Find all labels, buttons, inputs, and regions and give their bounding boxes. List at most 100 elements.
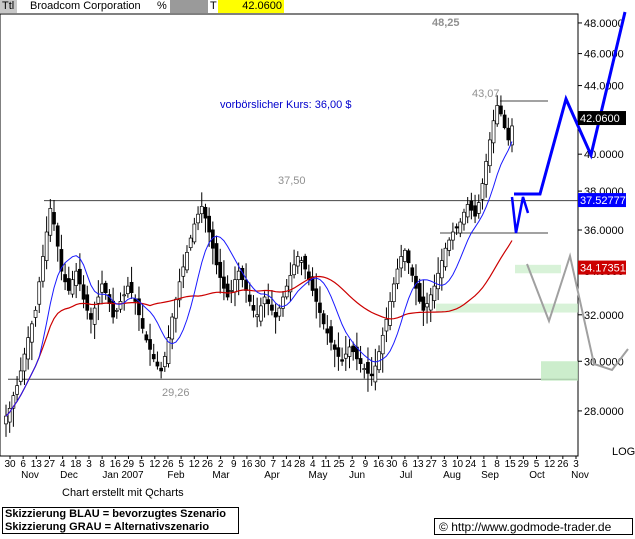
candle-up [258, 305, 263, 322]
candle-down [81, 284, 86, 300]
candle-up [11, 395, 16, 409]
x-day-label: 6 [20, 459, 26, 470]
x-day-label: 11 [321, 459, 332, 470]
candle-down [421, 296, 426, 311]
price-badge-label: 42.0600 [580, 113, 620, 125]
candle-up [15, 385, 19, 395]
candle-down [332, 344, 337, 350]
x-day-label: 30 [255, 459, 267, 470]
candle-down [410, 267, 415, 276]
candle-down [218, 261, 223, 278]
price-badge [578, 111, 626, 126]
price-badge-label: 34.17351 [580, 263, 626, 275]
candle-down [244, 279, 248, 291]
x-day-label: 13 [412, 459, 424, 470]
y-tick-label: 46.0000 [584, 49, 624, 61]
y-tick-label: 48.0000 [584, 18, 624, 30]
candle-down [214, 243, 219, 266]
plot-area [0, 13, 579, 457]
candle-down [351, 345, 356, 353]
x-day-label: 26 [557, 459, 569, 470]
candle-down [63, 274, 67, 283]
header-bar: Ttl Broadcom Corporation % T 42.0600 [0, 0, 635, 14]
x-day-label: 10 [452, 459, 464, 470]
candle-down [358, 358, 363, 365]
candle-down [225, 283, 230, 298]
candle-down [329, 326, 333, 343]
candle-up [199, 206, 204, 215]
symbol-name[interactable]: Broadcom Corporation [20, 0, 170, 13]
x-month-label: Oct [529, 470, 545, 481]
x-month-label: Sep [481, 470, 499, 481]
candle-down [502, 114, 507, 129]
candle-down [89, 313, 93, 320]
y-tick-label: 32.0000 [584, 310, 624, 322]
x-day-label: 28 [294, 459, 306, 470]
candle-down [506, 127, 511, 141]
x-day-label: 16 [373, 459, 385, 470]
x-day-label: 3 [442, 459, 448, 470]
candle-up [462, 211, 466, 225]
x-day-label: 16 [241, 459, 253, 470]
x-day-label: 26 [202, 459, 214, 470]
candle-up [425, 303, 429, 308]
scenario-legend: Skizzierung BLAU = bevorzugtes Szenario … [2, 507, 239, 534]
candle-down [266, 299, 271, 304]
candle-up [162, 356, 167, 368]
long-moving-average [5, 240, 513, 417]
percent-toggle[interactable]: % [157, 0, 170, 13]
candle-up [292, 264, 296, 276]
price-badge [578, 260, 626, 275]
candle-up [181, 266, 186, 277]
candle-up [92, 307, 97, 325]
candle-down [336, 347, 341, 357]
candle-up [37, 281, 42, 305]
candle-up [428, 294, 433, 311]
candle-up [380, 334, 385, 355]
x-month-label: Feb [167, 470, 185, 481]
candle-up [399, 256, 404, 269]
target-zone [436, 303, 578, 313]
x-day-label: 14 [281, 459, 293, 470]
candle-up [436, 272, 440, 290]
candle-up [44, 231, 49, 261]
tool-label[interactable]: Ttl [0, 0, 17, 13]
x-month-label: Jun [349, 470, 365, 481]
candle-up [343, 353, 348, 359]
x-day-label: 8 [99, 459, 105, 470]
candle-up [30, 323, 34, 343]
candle-up [126, 285, 130, 295]
candle-down [55, 225, 60, 247]
candle-down [129, 281, 134, 293]
candle-down [207, 215, 211, 233]
candle-up [484, 161, 488, 185]
x-day-label: 24 [465, 459, 477, 470]
y-tick-label: 36.0000 [584, 225, 624, 237]
x-day-label: 26 [162, 459, 174, 470]
x-month-label: May [309, 470, 328, 481]
spacer-block [170, 0, 208, 13]
candle-up [451, 231, 455, 241]
source-url[interactable]: © http://www.godmode-trader.de [434, 518, 633, 535]
type-label[interactable]: T [208, 0, 218, 13]
candle-down [310, 276, 315, 291]
x-day-label: 12 [544, 459, 556, 470]
x-month-label: Nov [21, 470, 39, 481]
candle-up [192, 223, 197, 243]
candle-down [103, 282, 108, 293]
candle-down [469, 200, 474, 211]
premarket-label: vorbörslicher Kurs: 36,00 $ [220, 99, 351, 111]
candle-up [373, 365, 378, 383]
x-day-label: 6 [402, 459, 408, 470]
candle-down [140, 318, 145, 329]
candle-down [314, 288, 319, 302]
candle-up [255, 314, 260, 318]
candle-up [395, 268, 400, 285]
candle-down [454, 226, 459, 229]
candle-down [321, 313, 326, 325]
candle-down [417, 283, 422, 302]
x-day-label: 5 [534, 459, 540, 470]
x-day-label: 3 [573, 459, 579, 470]
candle-up [100, 283, 104, 293]
